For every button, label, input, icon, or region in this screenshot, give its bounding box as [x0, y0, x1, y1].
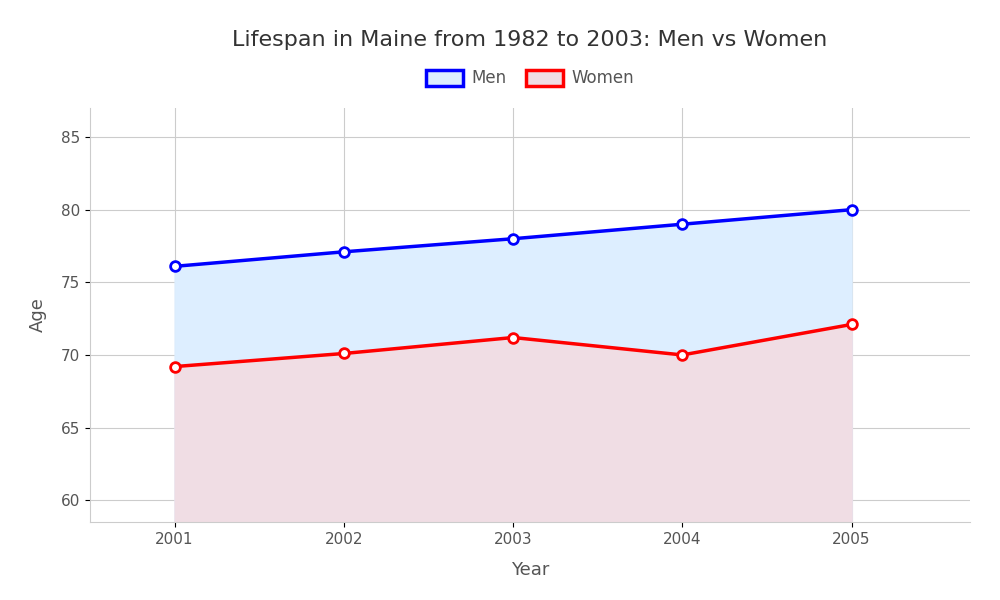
Y-axis label: Age: Age [29, 298, 47, 332]
Legend: Men, Women: Men, Women [419, 62, 641, 94]
Title: Lifespan in Maine from 1982 to 2003: Men vs Women: Lifespan in Maine from 1982 to 2003: Men… [232, 29, 828, 49]
X-axis label: Year: Year [511, 560, 549, 578]
